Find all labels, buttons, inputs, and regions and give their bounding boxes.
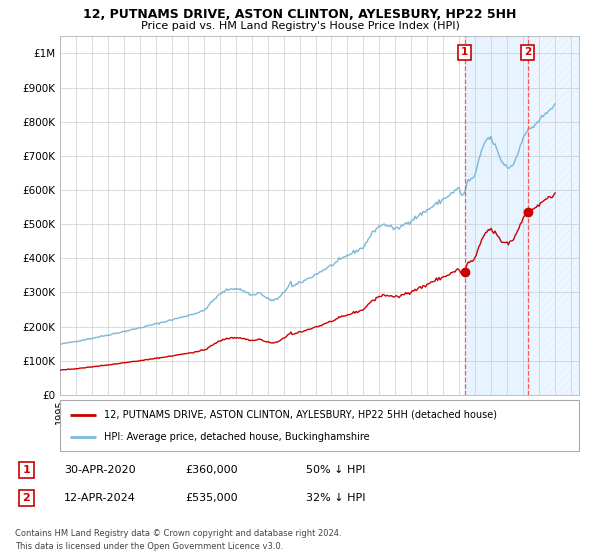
Text: 2: 2	[23, 493, 30, 503]
Text: This data is licensed under the Open Government Licence v3.0.: This data is licensed under the Open Gov…	[15, 542, 283, 550]
Text: Contains HM Land Registry data © Crown copyright and database right 2024.: Contains HM Land Registry data © Crown c…	[15, 529, 341, 538]
Bar	[464, 36, 527, 395]
Text: 12, PUTNAMS DRIVE, ASTON CLINTON, AYLESBURY, HP22 5HH (detached house): 12, PUTNAMS DRIVE, ASTON CLINTON, AYLESB…	[104, 409, 497, 419]
Text: 30-APR-2020: 30-APR-2020	[64, 465, 136, 475]
Text: 12-APR-2024: 12-APR-2024	[64, 493, 136, 503]
Text: £535,000: £535,000	[185, 493, 238, 503]
Text: HPI: Average price, detached house, Buckinghamshire: HPI: Average price, detached house, Buck…	[104, 432, 370, 442]
Text: 12, PUTNAMS DRIVE, ASTON CLINTON, AYLESBURY, HP22 5HH: 12, PUTNAMS DRIVE, ASTON CLINTON, AYLESB…	[83, 8, 517, 21]
Text: £360,000: £360,000	[185, 465, 238, 475]
FancyBboxPatch shape	[60, 400, 579, 451]
Bar	[527, 36, 579, 395]
Text: 1: 1	[461, 47, 468, 57]
Text: 32% ↓ HPI: 32% ↓ HPI	[306, 493, 365, 503]
Text: Price paid vs. HM Land Registry's House Price Index (HPI): Price paid vs. HM Land Registry's House …	[140, 21, 460, 31]
Text: 2: 2	[524, 47, 531, 57]
Text: 1: 1	[23, 465, 30, 475]
Text: 50% ↓ HPI: 50% ↓ HPI	[306, 465, 365, 475]
